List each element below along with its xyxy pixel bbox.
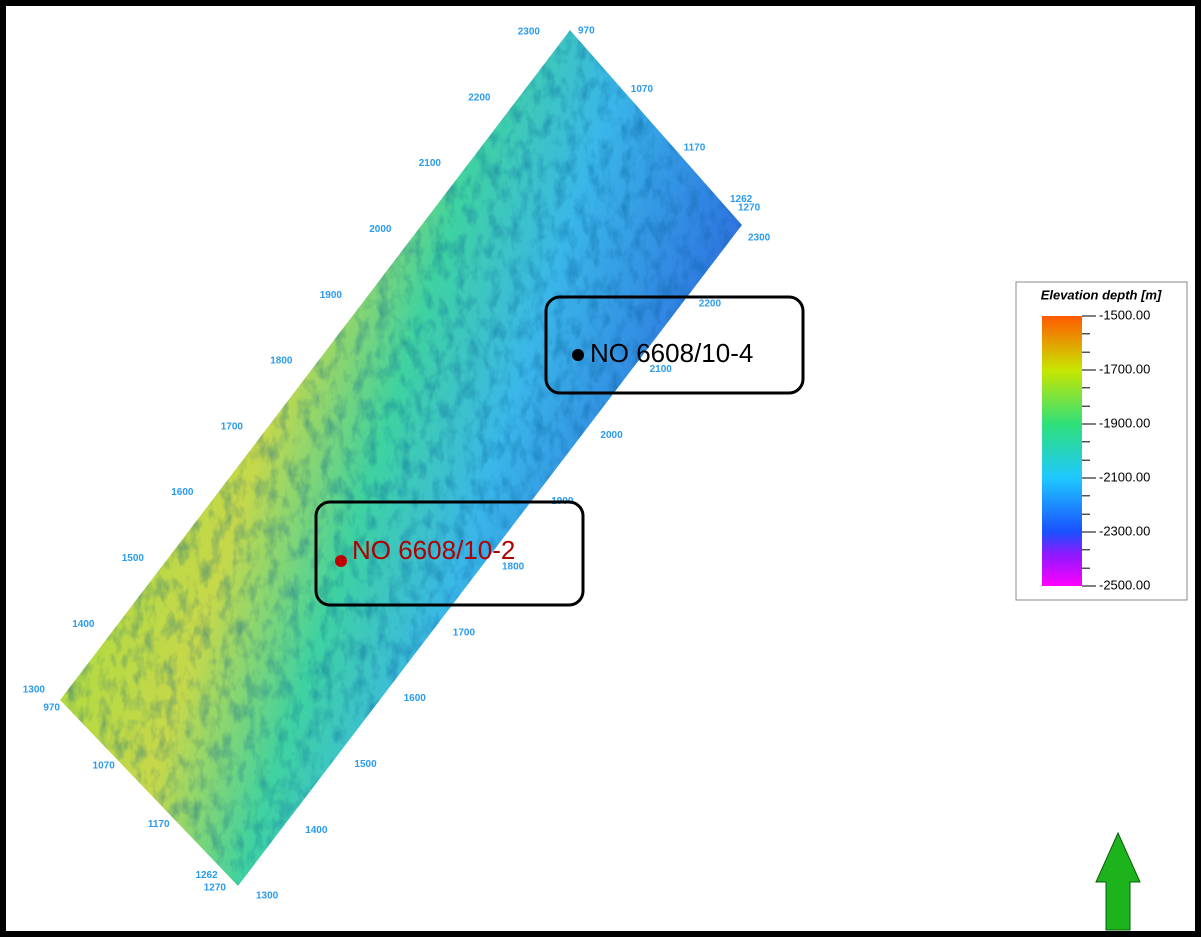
legend-tick-label: -2300.00 <box>1099 523 1150 538</box>
axis-label: 970 <box>43 703 60 714</box>
axis-label: 1400 <box>72 619 95 630</box>
axis-label: 2000 <box>369 224 392 235</box>
well-marker <box>335 555 347 567</box>
axis-label: 1400 <box>305 825 328 836</box>
legend-tick-label: -2500.00 <box>1099 577 1150 592</box>
legend-title: Elevation depth [m] <box>1041 287 1162 302</box>
axis-label: 2100 <box>419 158 442 169</box>
map-view: 2300 2200 2100 2000 1900 1800 1700 1600 1500 1400… <box>0 0 1201 937</box>
legend-tick-label: -1500.00 <box>1099 307 1150 322</box>
axis-label: 2300 <box>748 233 771 244</box>
axis-label: 2200 <box>699 298 722 309</box>
well-label: NO 6608/10-2 <box>352 535 515 565</box>
well-marker <box>572 349 584 361</box>
legend-tick-label: -1900.00 <box>1099 415 1150 430</box>
axis-label: 1500 <box>122 553 145 564</box>
legend-box <box>1016 282 1187 600</box>
axis-label: 2200 <box>468 92 491 103</box>
axis-label: 2000 <box>600 430 623 441</box>
axis-label: 1600 <box>404 693 427 704</box>
axis-label: 1500 <box>354 759 377 770</box>
legend-tick-label: -2100.00 <box>1099 469 1150 484</box>
axis-label: 1070 <box>631 84 654 95</box>
axis-label: 1800 <box>270 356 293 367</box>
well-label: NO 6608/10-4 <box>590 338 753 368</box>
axis-label: 1900 <box>320 290 343 301</box>
legend-tick-label: -1700.00 <box>1099 361 1150 376</box>
axis-label: 1300 <box>256 891 279 902</box>
axis-label: 1270 <box>738 203 761 214</box>
axis-label: 1700 <box>221 421 244 432</box>
axis-label: 1270 <box>204 883 227 894</box>
axis-label: 1262 <box>195 870 218 881</box>
axis-label: 1170 <box>684 142 706 153</box>
color-bar <box>1042 316 1082 586</box>
axis-label: 1700 <box>453 627 476 638</box>
axis-label: 1170 <box>148 819 170 830</box>
axis-label: 2300 <box>518 27 541 38</box>
axis-label: 970 <box>578 26 595 37</box>
axis-label: 1300 <box>23 685 46 696</box>
axis-label: 1600 <box>171 487 194 498</box>
legend: Elevation depth [m] -1500.00 -1700.00 -190… <box>1016 282 1187 600</box>
axis-label: 1070 <box>93 761 116 772</box>
